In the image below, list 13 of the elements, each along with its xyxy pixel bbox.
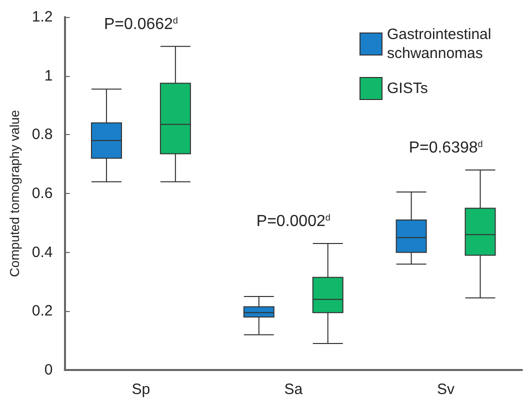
- legend-label: GISTs: [387, 80, 428, 97]
- y-tick-label: 0: [44, 362, 53, 378]
- legend-label: Gastrointestinal schwannomas: [387, 26, 496, 62]
- y-axis-title: Computed tomography value: [7, 110, 22, 277]
- y-tick-label: 1: [44, 67, 53, 84]
- y-tick-label: 0.8: [32, 126, 53, 144]
- y-tick-label: 1.2: [32, 8, 53, 26]
- x-tick-label: Sp: [132, 381, 150, 398]
- y-tick-label: 0.6: [32, 185, 53, 202]
- x-tick-label: Sa: [284, 381, 304, 398]
- y-tick-label: 0.4: [32, 244, 53, 261]
- y-tick-label: 0.2: [32, 302, 53, 320]
- x-tick-label: Sv: [437, 381, 456, 398]
